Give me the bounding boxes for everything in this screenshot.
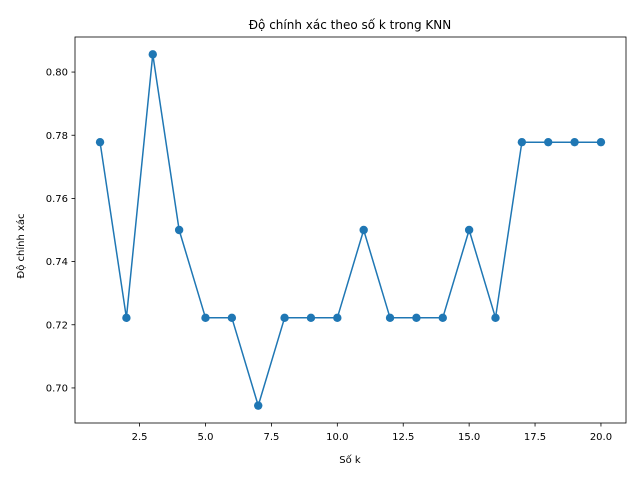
data-point: [438, 313, 447, 323]
data-point: [570, 137, 579, 147]
x-tick-label: 15.0: [458, 432, 480, 443]
plot-area: 2.5 5.0 7.5 10.0 12.5 15.0 17.5 20.0 0.70 0.72 0.7…: [46, 36, 627, 443]
data-point: [306, 313, 316, 323]
y-tick-label: 0.78: [46, 131, 68, 142]
data-point: [596, 137, 606, 147]
data-point: [122, 313, 131, 323]
data-point: [464, 225, 474, 235]
data-point: [333, 313, 342, 323]
x-tick-label: 17.5: [524, 432, 546, 443]
chart-title: Độ chính xác theo số k trong KNN: [249, 18, 451, 32]
data-point: [544, 137, 553, 147]
data-point: [201, 313, 210, 323]
x-tick-label: 2.5: [132, 432, 148, 443]
x-tick-label: 5.0: [198, 432, 214, 443]
x-tick-label: 10.0: [326, 432, 348, 443]
x-axis-label: Số k: [339, 454, 361, 466]
data-point: [491, 313, 500, 323]
y-tick-label: 0.74: [46, 257, 68, 268]
data-point: [95, 137, 105, 147]
data-point: [385, 313, 395, 323]
data-point: [517, 137, 527, 147]
y-axis-label: Độ chính xác: [15, 213, 27, 278]
x-tick-label: 12.5: [392, 432, 414, 443]
y-tick-label: 0.76: [46, 194, 68, 205]
data-point: [412, 313, 421, 323]
y-tick-label: 0.70: [46, 384, 68, 395]
data-point: [227, 313, 237, 323]
y-tick-label: 0.72: [46, 320, 68, 331]
data-point: [174, 225, 184, 235]
x-tick-label: 20.0: [590, 432, 612, 443]
data-point: [280, 313, 289, 323]
series-line: [99, 53, 601, 407]
y-tick-label: 0.80: [46, 68, 68, 79]
x-tick-label: 7.5: [263, 432, 279, 443]
data-point: [254, 401, 263, 410]
data-point: [359, 225, 368, 235]
data-point: [148, 50, 157, 59]
axes-frame: [74, 36, 627, 424]
